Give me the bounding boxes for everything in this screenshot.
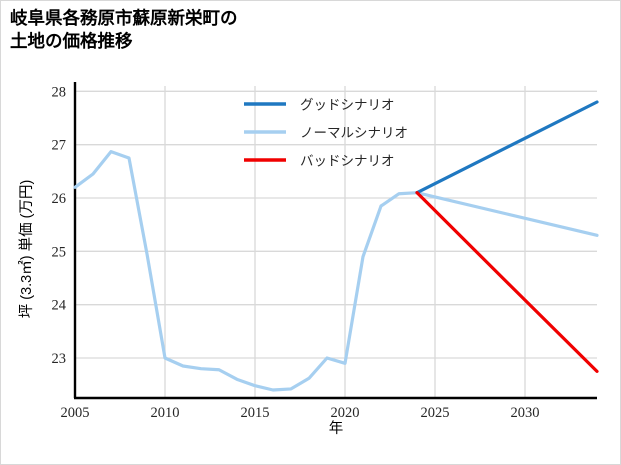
legend-label: バッドシナリオ	[300, 154, 395, 169]
y-tick-label: 25	[52, 244, 67, 260]
y-axis-tick-labels: 23 24 25 26 27 28	[52, 84, 67, 367]
y-tick-label: 26	[52, 191, 67, 207]
y-tick-label: 27	[52, 138, 67, 154]
legend-label: ノーマルシナリオ	[300, 126, 408, 141]
x-axis-tick-labels: 2005 2010 2015 2020 2025 2030	[61, 405, 540, 421]
series-line	[415, 100, 599, 195]
series-line	[415, 191, 599, 373]
data-series	[73, 100, 599, 392]
y-axis-title: 坪 (3.3㎡) 単価 (万円)	[18, 180, 35, 319]
x-tick-label: 2025	[421, 405, 450, 421]
x-tick-label: 2020	[331, 405, 360, 421]
x-tick-label: 2010	[151, 405, 180, 421]
x-axis-title: 年	[329, 420, 344, 437]
series-line	[73, 150, 599, 392]
y-tick-label: 23	[52, 351, 67, 367]
page-title: 岐阜県各務原市蘇原新栄町の 土地の価格推移	[10, 8, 238, 52]
axis-lines	[73, 82, 597, 400]
x-tick-label: 2030	[511, 405, 540, 421]
x-tick-label: 2015	[241, 405, 270, 421]
y-tick-label: 28	[52, 84, 67, 100]
y-tick-label: 24	[52, 298, 67, 314]
legend-label: グッドシナリオ	[300, 98, 395, 113]
x-tick-label: 2005	[61, 405, 90, 421]
